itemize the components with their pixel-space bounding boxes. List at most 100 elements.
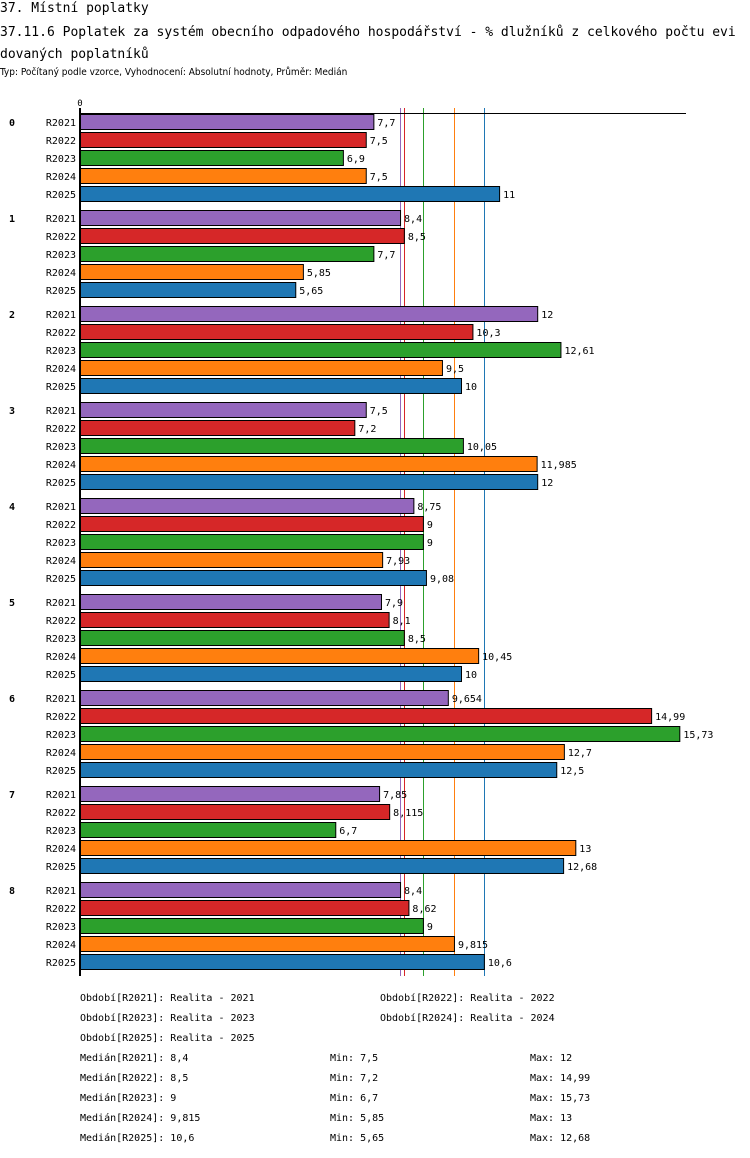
series-label: R2021 <box>46 214 76 225</box>
category-label: 0 <box>9 118 15 129</box>
series-label: R2025 <box>46 286 76 297</box>
bar-r2025-7 <box>80 858 565 874</box>
value-label: 10,6 <box>488 958 512 969</box>
category-label: 5 <box>9 598 15 609</box>
bar-r2024-8 <box>80 936 455 952</box>
value-label: 15,73 <box>683 730 713 741</box>
series-label: R2022 <box>46 424 76 435</box>
x-tick-label: 0 <box>77 99 82 109</box>
series-label: R2023 <box>46 442 76 453</box>
value-label: 12,7 <box>568 748 592 759</box>
value-label: 8,4 <box>404 886 422 897</box>
stat-max-r2022: Max: 14,99 <box>530 1073 591 1084</box>
value-label: 11,985 <box>541 460 577 471</box>
stat-median-r2024: Medián[R2024]: 9,815 <box>80 1113 201 1124</box>
value-label: 6,7 <box>339 826 357 837</box>
value-label: 5,85 <box>307 268 331 279</box>
bar-r2025-2 <box>80 378 462 394</box>
value-label: 8,75 <box>417 502 441 513</box>
value-label: 9 <box>427 538 433 549</box>
legend-period-r2023: Období[R2023]: Realita - 2023 <box>80 1013 255 1024</box>
value-label: 9 <box>427 922 433 933</box>
bar-r2024-5 <box>80 648 480 664</box>
value-label: 12,61 <box>564 346 594 357</box>
section-title: 37. Místní poplatky <box>0 1 149 16</box>
legend-period-r2024: Období[R2024]: Realita - 2024 <box>380 1013 555 1024</box>
bar-r2024-7 <box>80 840 577 856</box>
value-label: 9,5 <box>446 364 464 375</box>
value-label: 10,45 <box>482 652 512 663</box>
bar-r2021-0 <box>80 114 375 130</box>
value-label: 8,4 <box>404 214 422 225</box>
value-label: 7,9 <box>385 598 403 609</box>
bar-r2025-5 <box>80 666 462 682</box>
series-label: R2022 <box>46 136 76 147</box>
bar-r2022-1 <box>80 228 405 244</box>
value-label: 12,5 <box>560 766 584 777</box>
legend-period-r2025: Období[R2025]: Realita - 2025 <box>80 1033 255 1044</box>
series-label: R2023 <box>46 250 76 261</box>
value-label: 12,68 <box>567 862 597 873</box>
category-label: 3 <box>9 406 15 417</box>
value-label: 12 <box>541 310 553 321</box>
category-label: 7 <box>9 790 15 801</box>
bar-r2024-1 <box>80 264 304 280</box>
bar-r2023-7 <box>80 822 337 838</box>
category-label: 4 <box>9 502 15 513</box>
value-label: 8,62 <box>412 904 436 915</box>
category-label: 6 <box>9 694 15 705</box>
series-label: R2023 <box>46 634 76 645</box>
value-label: 8,115 <box>393 808 423 819</box>
series-label: R2024 <box>46 748 76 759</box>
bar-r2023-8 <box>80 918 424 934</box>
series-label: R2023 <box>46 826 76 837</box>
stat-min-r2025: Min: 5,65 <box>330 1133 385 1144</box>
series-label: R2023 <box>46 346 76 357</box>
value-label: 13 <box>579 844 591 855</box>
series-label: R2021 <box>46 694 76 705</box>
bar-r2025-8 <box>80 954 485 970</box>
bar-r2025-6 <box>80 762 558 778</box>
bar-r2024-3 <box>80 456 538 472</box>
value-label: 9,815 <box>458 940 488 951</box>
bar-r2023-5 <box>80 630 405 646</box>
value-label: 6,9 <box>347 154 365 165</box>
bar-r2021-5 <box>80 594 382 610</box>
series-label: R2023 <box>46 154 76 165</box>
series-label: R2024 <box>46 844 76 855</box>
stat-median-r2025: Medián[R2025]: 10,6 <box>80 1133 195 1144</box>
legend-period-r2021: Období[R2021]: Realita - 2021 <box>80 993 255 1004</box>
stat-max-r2025: Max: 12,68 <box>530 1133 591 1144</box>
stat-median-r2021: Medián[R2021]: 8,4 <box>80 1053 189 1064</box>
series-label: R2021 <box>46 598 76 609</box>
stat-median-r2022: Medián[R2022]: 8,5 <box>80 1073 189 1084</box>
series-label: R2025 <box>46 862 76 873</box>
value-label: 7,5 <box>370 136 388 147</box>
bar-r2024-6 <box>80 744 565 760</box>
stat-max-r2023: Max: 15,73 <box>530 1093 591 1104</box>
stat-min-r2022: Min: 7,2 <box>330 1073 379 1084</box>
value-label: 7,5 <box>370 172 388 183</box>
bar-r2023-1 <box>80 246 375 262</box>
series-label: R2022 <box>46 232 76 243</box>
series-label: R2024 <box>46 940 76 951</box>
series-label: R2024 <box>46 556 76 567</box>
bar-r2021-6 <box>80 690 449 706</box>
series-label: R2022 <box>46 520 76 531</box>
bar-r2022-7 <box>80 804 391 820</box>
series-label: R2025 <box>46 382 76 393</box>
bar-r2022-0 <box>80 132 367 148</box>
value-label: 7,2 <box>358 424 376 435</box>
value-label: 10 <box>465 670 477 681</box>
series-label: R2024 <box>46 652 76 663</box>
series-label: R2021 <box>46 790 76 801</box>
value-label: 8,5 <box>408 232 426 243</box>
bar-r2023-4 <box>80 534 424 550</box>
bar-r2021-8 <box>80 882 402 898</box>
category-label: 1 <box>9 214 15 225</box>
bar-r2021-7 <box>80 786 381 802</box>
bar-r2023-0 <box>80 150 344 166</box>
bar-r2022-8 <box>80 900 410 916</box>
series-label: R2021 <box>46 118 76 129</box>
